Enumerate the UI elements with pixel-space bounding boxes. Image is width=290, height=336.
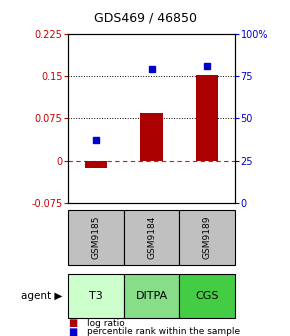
Text: GSM9184: GSM9184 (147, 216, 156, 259)
Text: T3: T3 (89, 291, 103, 301)
Bar (85, 161, 107, 168)
Text: agent ▶: agent ▶ (21, 291, 62, 301)
Text: GDS469 / 46850: GDS469 / 46850 (93, 12, 197, 25)
Text: ■: ■ (68, 327, 77, 336)
Text: GSM9185: GSM9185 (91, 216, 100, 259)
Bar (140, 113, 163, 161)
Text: DITPA: DITPA (135, 291, 168, 301)
Text: CGS: CGS (195, 291, 219, 301)
Text: percentile rank within the sample: percentile rank within the sample (87, 328, 240, 336)
Text: GSM9189: GSM9189 (203, 216, 212, 259)
Bar (196, 75, 218, 161)
Text: log ratio: log ratio (87, 319, 125, 328)
Text: ■: ■ (68, 318, 77, 328)
